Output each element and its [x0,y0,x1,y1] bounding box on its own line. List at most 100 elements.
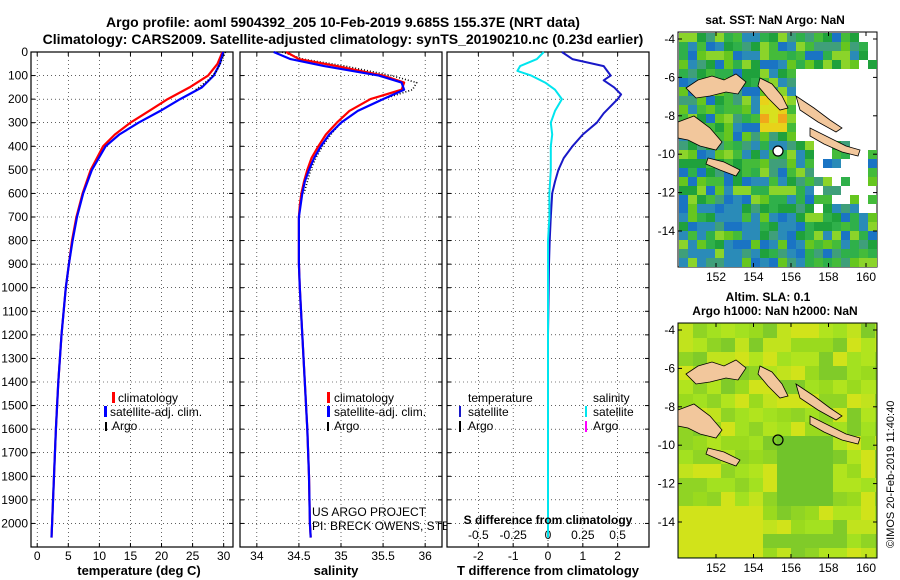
sst-pixel [841,42,850,51]
sla-pixel [749,478,763,492]
sst-pixel [805,195,814,204]
sst-pixel [823,258,832,267]
sst-pixel [697,231,706,240]
sla-pixel [819,366,833,380]
sst-pixel [679,222,688,231]
sla-pixel [735,380,749,394]
lat-tick-label: -4 [664,323,675,337]
sst-pixel [832,51,841,60]
lat-tick-label: -6 [664,70,675,84]
sla-pixel [875,338,876,352]
sst-pixel [679,105,688,114]
sst-pixel [805,222,814,231]
sst-pixel [814,249,823,258]
sst-pixel [679,177,688,186]
sst-pixel [778,51,787,60]
sla-pixel [707,548,721,557]
sst-pixel [751,240,760,249]
x-tick-label: 30 [217,549,231,563]
sst-land-png [677,115,723,151]
sla-pixel [833,520,847,534]
s-tick-label: -0.5 [468,528,489,542]
sst-pixel [724,33,733,42]
sla-pixel [875,520,876,534]
sst-pixel [751,258,760,267]
sst-pixel [715,168,724,177]
sst-pixel [751,213,760,222]
sst-pixel [724,186,733,195]
sst-pixel [769,123,778,132]
sst-pixel [706,96,715,105]
sst-pixel [679,150,688,159]
sla-pixel [847,450,861,464]
line-argo [281,51,418,194]
sst-pixel [850,51,859,60]
sst-pixel [778,222,787,231]
sst-pixel [769,51,778,60]
sst-pixel [715,51,724,60]
sst-pixel [715,222,724,231]
depth-tick-label: 500 [8,163,28,177]
lon-tick-label: 152 [706,561,726,575]
sst-pixel [841,204,850,213]
sla-pixel [791,534,805,548]
sst-pixel [715,123,724,132]
sla-pixel [679,380,693,394]
sst-pixel [823,204,832,213]
sst-pixel [769,258,778,267]
sla-pixel [833,338,847,352]
legend-s-satellite: satellite [593,405,634,419]
sst-pixel [805,168,814,177]
sla-pixel [875,464,876,478]
sst-pixel [742,132,751,141]
sla-pixel [861,478,875,492]
sst-pixel [697,42,706,51]
sst-pixel [832,204,841,213]
depth-tick-label: 1000 [1,281,28,295]
sla-pixel [791,324,805,338]
sst-pixel [733,177,742,186]
sst-pixel [778,114,787,123]
x-tick-label: 36 [418,549,432,563]
sst-pixel [814,60,823,69]
sst-pixel [805,249,814,258]
depth-tick-label: 1800 [1,469,28,483]
s-tick-label: 0.5 [609,528,626,542]
sst-pixel [733,195,742,204]
x-tick-label: 10 [93,549,107,563]
sst-pixel [679,240,688,249]
sst-pixel [742,258,751,267]
sla-pixel [847,506,861,520]
sla-pixel [749,492,763,506]
sst-pixel [733,141,742,150]
sst-pixel [832,186,841,195]
sst-pixel [814,258,823,267]
sla-pixel [833,450,847,464]
sst-pixel [760,258,769,267]
sst-pixel [823,42,832,51]
sla-pixel [721,380,735,394]
sst-pixel [751,69,760,78]
sst-pixel [796,159,805,168]
sst-pixel [697,69,706,78]
sst-pixel [742,240,751,249]
sst-pixel [679,60,688,69]
sst-pixel [688,42,697,51]
sla-pixel [763,506,777,520]
sla-pixel [805,338,819,352]
sst-pixel [715,42,724,51]
sst-pixel [778,42,787,51]
sst-pixel [751,186,760,195]
sla-pixel [805,464,819,478]
sst-pixel [814,240,823,249]
sla-pixel [763,534,777,548]
line-satellite-adj [273,50,406,538]
legend-swatch-argo [105,422,107,431]
lat-tick-label: -8 [664,400,675,414]
depth-tick-label: 1400 [1,375,28,389]
sla-pixel [805,352,819,366]
sst-pixel [751,33,760,42]
sst-pixel [823,33,832,42]
salinity-diff-ticks: -0.5 -0.25 0 0.25 0.5 [468,528,626,542]
lat-tick-label: -12 [658,186,676,200]
